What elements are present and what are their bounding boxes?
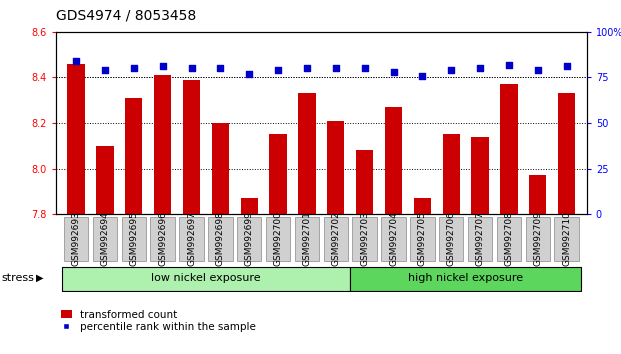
Text: GSM992706: GSM992706 [446, 211, 456, 267]
Point [331, 65, 341, 71]
Point [504, 62, 514, 68]
Bar [183, 80, 200, 214]
Bar [529, 176, 546, 214]
Bar [356, 150, 373, 214]
Point [302, 65, 312, 71]
Text: GSM992708: GSM992708 [504, 211, 514, 267]
Bar [61, 267, 350, 291]
Point [244, 71, 254, 76]
Bar [68, 64, 84, 214]
Bar [295, 217, 319, 261]
Bar [381, 217, 406, 261]
Bar [471, 137, 489, 214]
Text: high nickel exposure: high nickel exposure [408, 273, 524, 283]
Bar [96, 146, 114, 214]
Bar [237, 217, 261, 261]
Text: low nickel exposure: low nickel exposure [151, 273, 261, 283]
Text: GDS4974 / 8053458: GDS4974 / 8053458 [56, 9, 196, 23]
Bar [179, 217, 204, 261]
Bar [212, 123, 229, 214]
Bar [385, 107, 402, 214]
Bar [555, 217, 579, 261]
Point [533, 67, 543, 73]
Bar [501, 84, 517, 214]
Text: GSM992705: GSM992705 [418, 211, 427, 267]
Bar [154, 75, 171, 214]
Bar [122, 217, 146, 261]
Text: GSM992709: GSM992709 [533, 211, 542, 267]
Text: ▶: ▶ [36, 273, 43, 283]
Bar [270, 135, 287, 214]
Point [360, 65, 369, 71]
Bar [414, 198, 431, 214]
Bar [525, 217, 550, 261]
Text: GSM992710: GSM992710 [562, 211, 571, 267]
Text: stress: stress [1, 273, 34, 283]
Point [389, 69, 399, 75]
Text: GSM992695: GSM992695 [129, 211, 138, 267]
Text: GSM992704: GSM992704 [389, 212, 398, 266]
Point [561, 64, 571, 69]
Bar [350, 267, 581, 291]
Legend: transformed count, percentile rank within the sample: transformed count, percentile rank withi… [61, 310, 256, 332]
Bar [558, 93, 575, 214]
Point [186, 65, 196, 71]
Text: GSM992702: GSM992702 [331, 212, 340, 266]
Text: GSM992699: GSM992699 [245, 211, 254, 267]
Bar [93, 217, 117, 261]
Bar [298, 93, 315, 214]
Point [100, 67, 110, 73]
Bar [150, 217, 175, 261]
Bar [352, 217, 377, 261]
Bar [240, 198, 258, 214]
Bar [208, 217, 233, 261]
Bar [497, 217, 521, 261]
Point [158, 64, 168, 69]
Text: GSM992696: GSM992696 [158, 211, 167, 267]
Text: GSM992694: GSM992694 [101, 212, 109, 266]
Text: GSM992707: GSM992707 [476, 211, 484, 267]
Bar [64, 217, 88, 261]
Text: GSM992693: GSM992693 [71, 211, 81, 267]
Bar [327, 121, 345, 214]
Text: GSM992701: GSM992701 [302, 211, 312, 267]
Bar [468, 217, 492, 261]
Text: GSM992698: GSM992698 [216, 211, 225, 267]
Point [446, 67, 456, 73]
Point [273, 67, 283, 73]
Point [71, 58, 81, 64]
Point [417, 73, 427, 79]
Bar [439, 217, 463, 261]
Point [215, 65, 225, 71]
Text: GSM992703: GSM992703 [360, 211, 369, 267]
Bar [324, 217, 348, 261]
Point [475, 65, 485, 71]
Bar [410, 217, 435, 261]
Point [129, 65, 138, 71]
Bar [266, 217, 291, 261]
Bar [125, 98, 142, 214]
Text: GSM992700: GSM992700 [274, 211, 283, 267]
Text: GSM992697: GSM992697 [187, 211, 196, 267]
Bar [443, 135, 460, 214]
